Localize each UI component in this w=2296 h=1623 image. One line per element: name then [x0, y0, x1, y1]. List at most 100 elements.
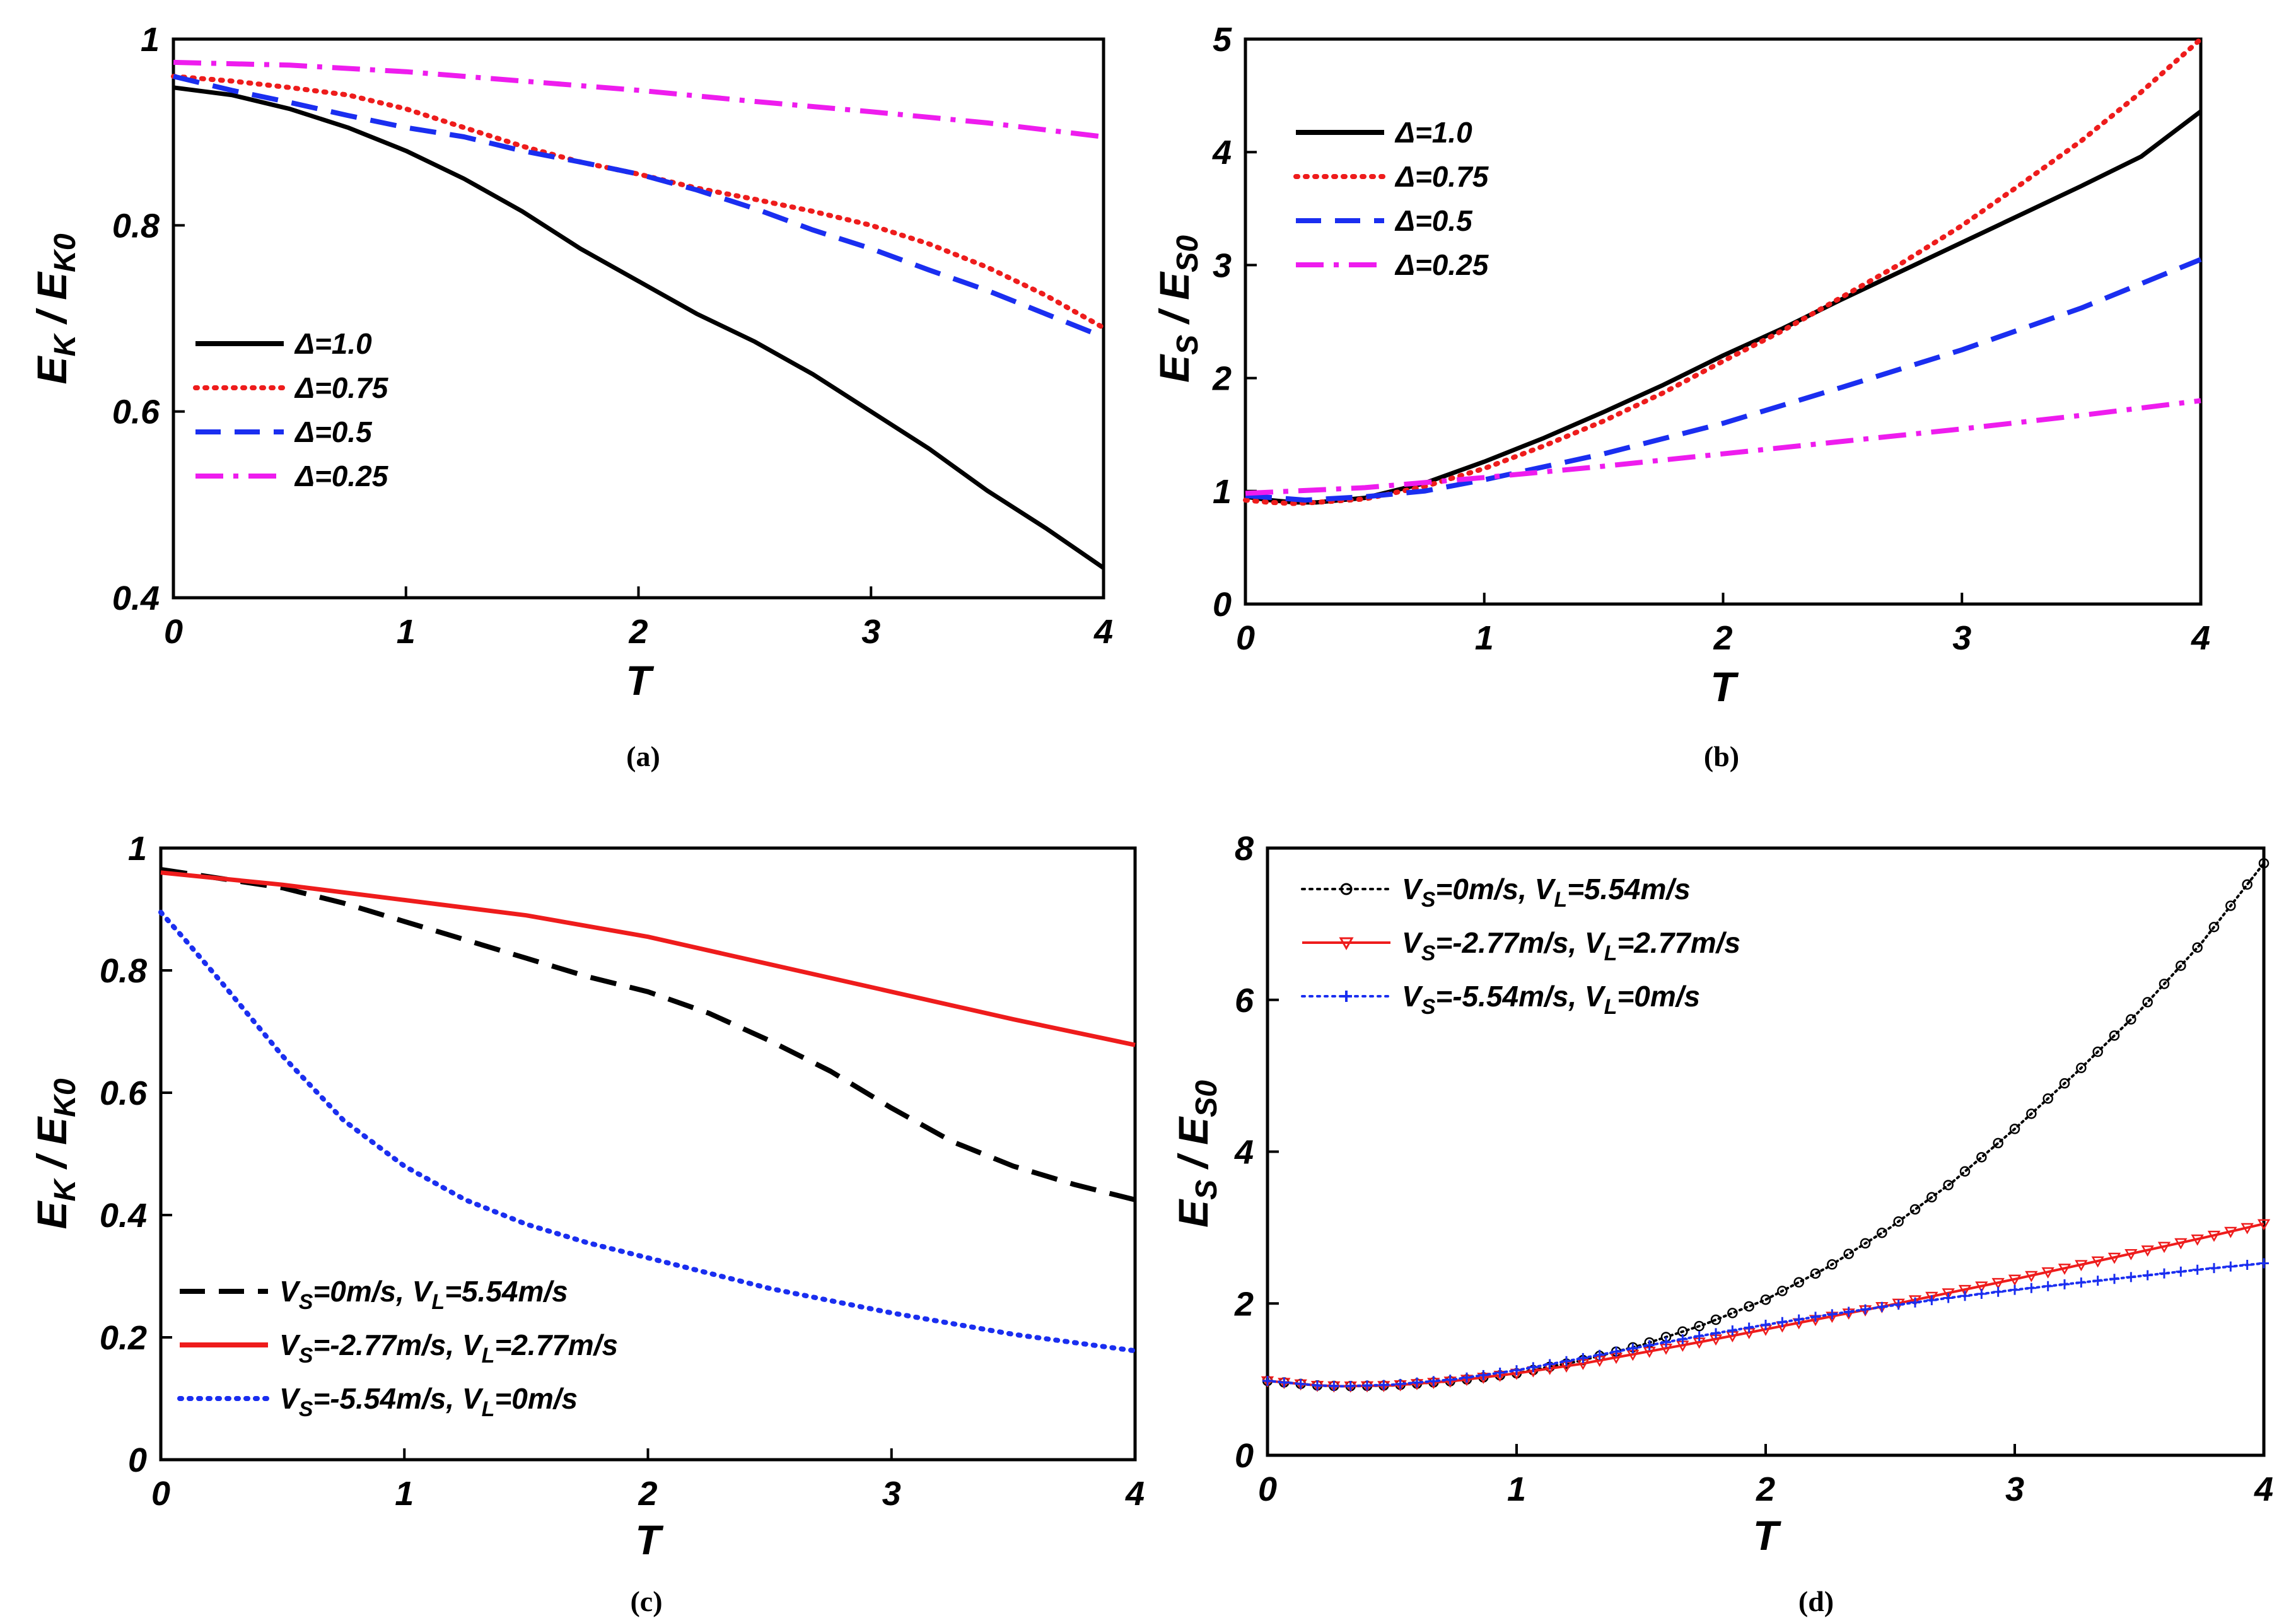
legend-label-part: =0m/s: [1617, 980, 1700, 1013]
legend-label-part: =2.77m/s: [1617, 926, 1740, 959]
series-marker: [1694, 1320, 1705, 1332]
series-marker: [2076, 1062, 2087, 1073]
y-axis-label-part: E: [28, 1201, 75, 1230]
legend-label-2: VS=-5.54m/s, VL=0m/s: [1402, 980, 1700, 1019]
legend-label-part: S: [1421, 941, 1436, 965]
legend-label-part: =5.54m/s: [445, 1275, 568, 1308]
legend-label-part: L: [1604, 941, 1617, 965]
series-marker: [1976, 1152, 1987, 1163]
y-axis-label-part: K0: [49, 1078, 82, 1117]
series-marker: [2126, 1272, 2136, 1283]
x-tick-label: 0: [164, 613, 183, 651]
y-axis-label-part: E: [28, 271, 75, 300]
legend-label-0: VS=0m/s, VL=5.54m/s: [279, 1275, 568, 1314]
legend-label-part: V: [1402, 926, 1423, 959]
series-marker: [2107, 1252, 2121, 1264]
series-marker: [2259, 1258, 2269, 1269]
series-marker: [2174, 1238, 2188, 1250]
legend-label-part: S: [299, 1397, 313, 1421]
panel-caption: (c): [630, 1585, 662, 1617]
legend-label-2: VS=-5.54m/s, VL=0m/s: [279, 1382, 578, 1421]
series-marker: [1993, 1137, 2003, 1149]
series-marker: [1561, 1356, 1571, 1366]
x-axis-label: T: [635, 1516, 663, 1563]
legend-marker: [1340, 883, 1353, 895]
series-marker: [2209, 1263, 2219, 1274]
series-marker: [1528, 1362, 1539, 1373]
legend-label-part: S: [1421, 995, 1436, 1019]
series-marker: [2026, 1108, 2037, 1119]
series-marker: [2092, 1046, 2103, 1057]
series-marker: [2192, 942, 2203, 953]
series-marker: [1727, 1325, 1738, 1335]
series-marker: [1877, 1301, 1887, 1312]
series-marker: [2109, 1274, 2119, 1284]
y-axis-label-part: K: [49, 1178, 82, 1202]
series-marker: [1793, 1277, 1804, 1288]
y-tick-label: 2: [1212, 360, 1232, 398]
legend-label-part: S: [299, 1290, 313, 1314]
series-marker: [1942, 1288, 1955, 1300]
series-marker: [2043, 1093, 2053, 1104]
legend-label-part: =5.54m/s: [1567, 873, 1691, 905]
panel-caption: (a): [626, 740, 660, 772]
y-tick-label: 0: [1235, 1437, 1254, 1475]
legend-marker: [1339, 937, 1354, 951]
series-marker: [1445, 1375, 1455, 1385]
series-marker: [2242, 879, 2252, 890]
x-tick-label: 0: [1258, 1470, 1277, 1508]
y-tick-label: 4: [1212, 134, 1232, 172]
x-tick-label: 2: [628, 613, 648, 651]
series-marker: [2008, 1274, 2022, 1286]
y-axis-label-part: E: [28, 356, 75, 385]
legend-label-part: L: [482, 1397, 495, 1421]
x-tick-label: 3: [882, 1475, 901, 1513]
x-tick-label: 1: [395, 1475, 414, 1513]
series-marker: [2058, 1264, 2072, 1275]
series-marker: [1661, 1337, 1671, 1347]
legend-label-part: S: [299, 1344, 313, 1368]
legend-label-part: =-5.54m/s, V: [313, 1382, 484, 1415]
y-tick-label: 0.6: [100, 1074, 148, 1112]
series-marker: [1760, 1294, 1771, 1305]
series-marker: [1958, 1284, 1972, 1296]
y-tick-label: 0.8: [100, 952, 147, 990]
series-marker: [2225, 900, 2236, 911]
series-marker: [2026, 1283, 2037, 1293]
series-marker: [1993, 1286, 2003, 1297]
series-marker: [2157, 1242, 2171, 1254]
series-marker: [1512, 1365, 1522, 1376]
series-marker: [1362, 1380, 1372, 1391]
y-tick-label: 0.4: [100, 1197, 147, 1235]
series-marker: [2176, 960, 2186, 971]
legend-label-1: Δ=0.75: [294, 371, 389, 404]
y-axis-label-part: /: [28, 1145, 75, 1180]
series-line-0: [160, 867, 1136, 1202]
series-marker: [1860, 1304, 1870, 1315]
legend-label-part: V: [1402, 980, 1423, 1013]
x-tick-label: 4: [2191, 619, 2210, 657]
y-axis-label-part: S0: [1190, 1080, 1223, 1117]
x-tick-label: 4: [1125, 1475, 1145, 1513]
legend-label-0: Δ=1.0: [1394, 116, 1472, 149]
series-marker: [1926, 1295, 1937, 1306]
legend-label-3: Δ=0.25: [1394, 248, 1489, 281]
y-tick-label: 0: [1213, 586, 1232, 624]
series-marker: [1611, 1346, 1621, 1357]
x-tick-label: 4: [1093, 613, 1113, 651]
series-line-1: [171, 74, 1106, 330]
y-axis-label-part: E: [1170, 1199, 1216, 1228]
y-tick-label: 1: [141, 21, 160, 59]
y-tick-label: 0.6: [112, 393, 160, 431]
y-axis-label-part: S: [1171, 335, 1204, 355]
y-axis-label-part: E: [28, 1116, 75, 1145]
legend-label-3: Δ=0.25: [294, 460, 389, 492]
series-marker: [1893, 1300, 1904, 1310]
x-tick-label: 1: [397, 613, 416, 651]
series-marker: [2126, 1014, 2136, 1025]
legend-label-part: =0m/s, V: [1435, 873, 1556, 905]
series-marker: [1843, 1306, 1854, 1317]
series-marker: [1827, 1309, 1838, 1320]
